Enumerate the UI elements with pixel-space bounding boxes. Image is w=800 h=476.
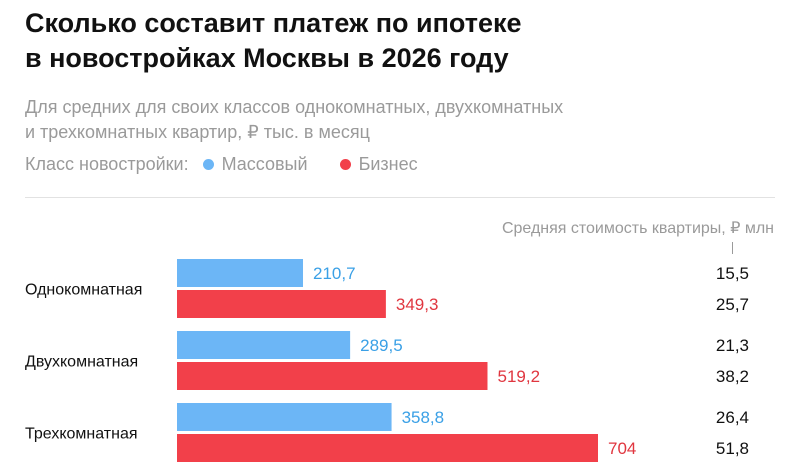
bar-business [177,434,598,462]
data-label: 289,5 [360,336,403,355]
category-label: Двухкомнатная [25,354,138,371]
legend: Класс новостройки: Массовый Бизнес [25,154,436,175]
avg-price-value: 38,2 [716,367,749,386]
divider [25,197,775,198]
legend-item-label: Массовый [221,154,308,174]
data-label: 358,8 [402,408,445,427]
right-column-tick [732,242,733,254]
bar-mass [177,331,351,359]
data-label: 349,3 [396,295,439,314]
bar-mass [177,259,304,287]
legend-item-business: Бизнес [339,154,418,175]
data-label: 519,2 [497,367,540,386]
bar-business [177,362,488,390]
data-label: 210,7 [313,264,356,283]
legend-item-mass: Массовый [202,154,308,175]
category-label: Однокомнатная [25,282,142,299]
chart-subtitle: Для средних для своих классов однокомнат… [25,95,563,145]
bar-business [177,290,386,318]
category-label: Трехкомнатная [25,426,138,443]
subtitle-line-2: и трехкомнатных квартир, ₽ тыс. в месяц [25,122,370,142]
title-line-2: в новостройках Москвы в 2026 году [25,43,509,73]
avg-price-value: 25,7 [716,295,749,314]
avg-price-value: 26,4 [716,408,749,427]
avg-price-value: 51,8 [716,439,749,458]
legend-label: Класс новостройки: [25,154,189,174]
legend-item-label: Бизнес [358,154,418,174]
legend-dot-icon [202,159,214,170]
right-column-header: Средняя стоимость квартиры, ₽ млн [501,220,774,237]
bar-mass [177,403,392,431]
legend-dot-icon [339,159,351,170]
avg-price-value: 15,5 [716,264,749,283]
chart-title: Сколько составит платеж по ипотеке в нов… [25,6,522,76]
data-label: 704 [608,439,636,458]
title-line-1: Сколько составит платеж по ипотеке [25,8,522,38]
avg-price-value: 21,3 [716,336,749,355]
subtitle-line-1: Для средних для своих классов однокомнат… [25,97,564,117]
